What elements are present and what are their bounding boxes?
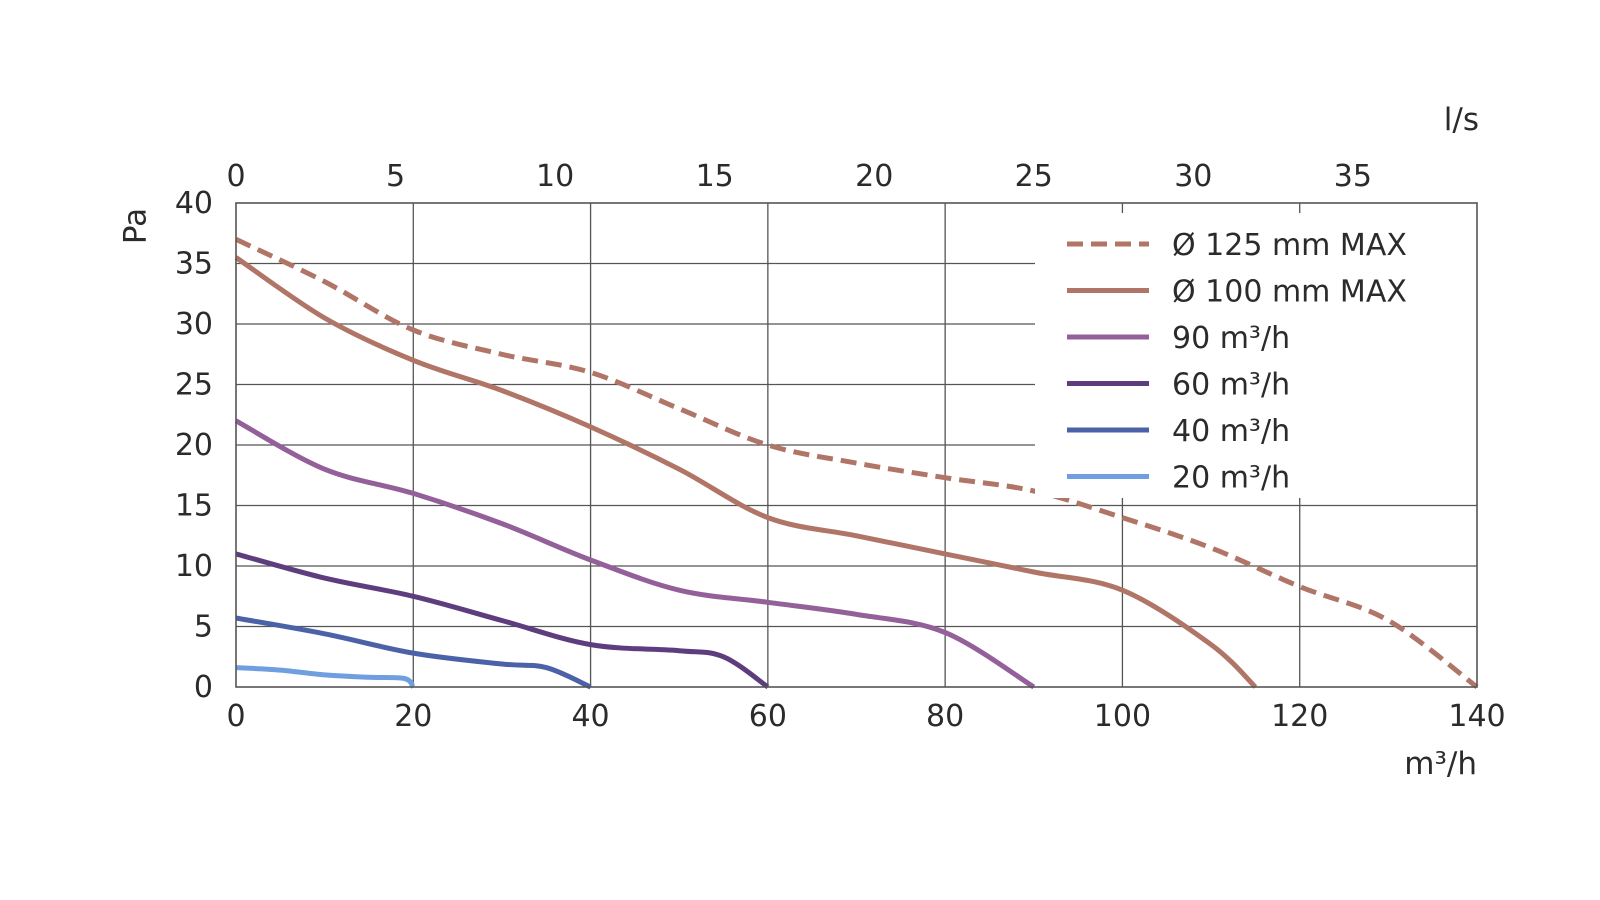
legend: Ø 125 mm MAX Ø 100 mm MAX 90 m³/h 60 m³/h 40… <box>1067 228 1407 496</box>
top-tick-label: 5 <box>386 159 405 194</box>
x-tick-label: 0 <box>226 699 245 734</box>
legend-label-5: 20 m³/h <box>1172 461 1290 496</box>
x-tick-label: 100 <box>1094 699 1151 734</box>
top-tick-label: 20 <box>855 159 893 194</box>
x-tick-label: 40 <box>571 699 609 734</box>
series-line-3 <box>235 551 770 690</box>
top-tick-label: 0 <box>226 159 245 194</box>
x-tick-label: 20 <box>394 699 432 734</box>
x-tick-label: 80 <box>926 699 964 734</box>
y-tick-label: 30 <box>175 307 213 342</box>
y-tick-label: 40 <box>175 186 213 221</box>
series-line-2 <box>234 418 1036 690</box>
legend-background <box>1035 213 1479 498</box>
y-tick-label: 35 <box>175 247 213 282</box>
series-lines <box>234 237 1479 690</box>
series-line-0 <box>234 237 1479 689</box>
top-tick-label: 25 <box>1015 159 1053 194</box>
x-tick-label: 140 <box>1448 699 1505 734</box>
top-tick-label: 10 <box>536 159 574 194</box>
legend-label-2: 90 m³/h <box>1172 321 1290 356</box>
top-axis-title: l/s <box>1444 102 1479 138</box>
y-tick-label: 5 <box>194 610 213 645</box>
legend-label-0: Ø 125 mm MAX <box>1172 228 1407 263</box>
y-tick-label: 25 <box>175 368 213 403</box>
y-tick-label: 0 <box>194 670 213 705</box>
series-line-5 <box>235 665 416 689</box>
legend-label-4: 40 m³/h <box>1172 414 1290 449</box>
legend-label-1: Ø 100 mm MAX <box>1172 275 1407 310</box>
x-tick-label: 60 <box>749 699 787 734</box>
top-tick-label: 15 <box>696 159 734 194</box>
y-tick-label: 10 <box>175 549 213 584</box>
series-line-1 <box>234 255 1258 689</box>
y-tick-label: 20 <box>175 428 213 463</box>
top-tick-label: 30 <box>1174 159 1212 194</box>
top-tick-label: 35 <box>1334 159 1372 194</box>
series-line-4 <box>235 615 592 690</box>
axis-ticks: 0 20 40 60 80 100 120 140 0 5 10 15 20 25 30 35 0 5 10 15 20… <box>175 159 1506 734</box>
legend-label-3: 60 m³/h <box>1172 368 1290 403</box>
x-tick-label: 120 <box>1271 699 1328 734</box>
y-axis-title: Pa <box>118 208 154 244</box>
y-tick-label: 15 <box>175 489 213 524</box>
x-axis-title: m³/h <box>1404 746 1477 782</box>
plot-frame <box>235 202 1478 688</box>
